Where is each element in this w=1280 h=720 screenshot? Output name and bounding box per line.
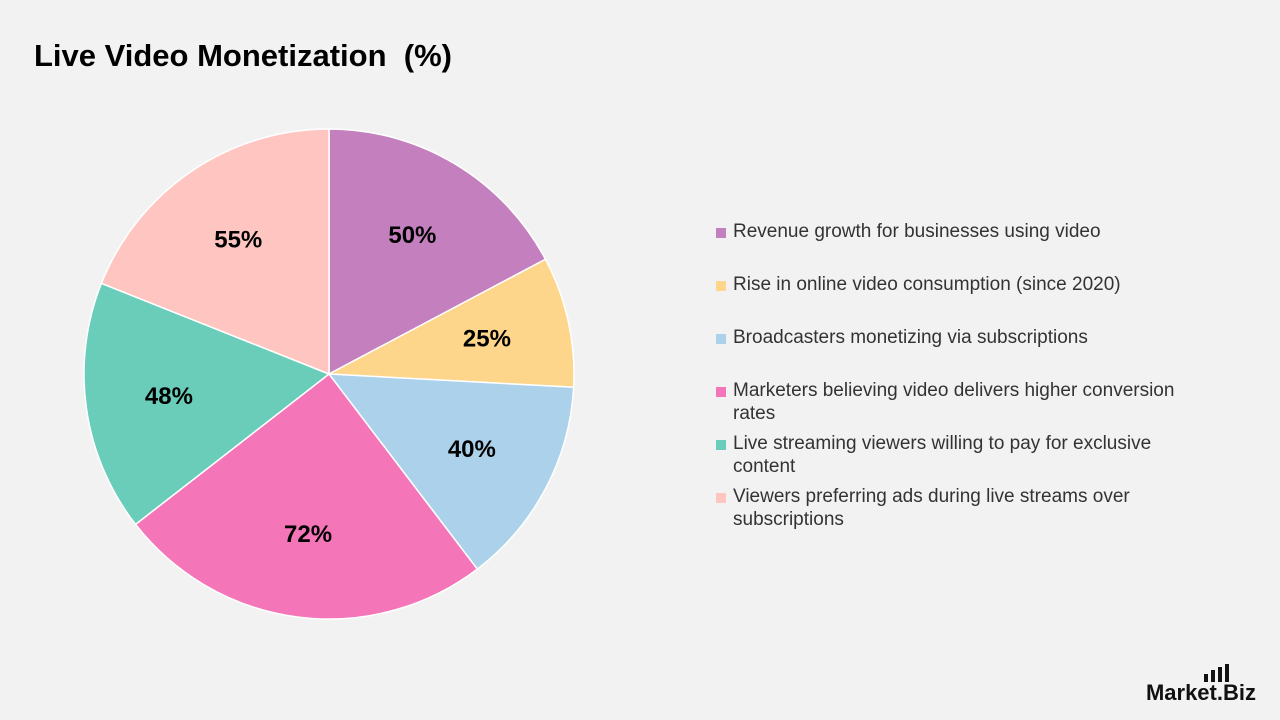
chart-legend: Revenue growth for businesses using vide… — [716, 220, 1196, 531]
legend-item-4: Marketers believing video delivers highe… — [716, 379, 1196, 425]
data-label-5: 48% — [145, 383, 193, 410]
data-label-2: 25% — [463, 326, 511, 353]
legend-label: Revenue growth for businesses using vide… — [733, 221, 1101, 242]
legend-item-5: Live streaming viewers willing to pay fo… — [716, 432, 1196, 478]
pie-slice-5 — [83, 282, 331, 526]
data-label-6: 55% — [214, 227, 262, 254]
pie-slice-4 — [134, 372, 479, 620]
legend-label: Marketers believing video delivers highe… — [733, 380, 1175, 424]
legend-swatch — [716, 440, 726, 450]
legend-swatch — [716, 281, 726, 291]
pie-slice-3 — [327, 373, 575, 571]
brand-logo: Market.Biz — [1145, 680, 1256, 705]
legend-swatch — [716, 334, 726, 344]
data-label-4: 72% — [284, 521, 332, 548]
legend-swatch — [716, 493, 726, 503]
logo-bars-icon — [1204, 664, 1229, 682]
pie-slice-2 — [326, 258, 575, 389]
legend-swatch — [716, 228, 726, 238]
legend-item-2: Rise in online video consumption (since … — [716, 273, 1196, 296]
legend-swatch — [716, 387, 726, 397]
pie-labels: 50% 25% 40% 72% 48% 55% — [145, 222, 511, 548]
data-label-3: 40% — [448, 436, 496, 463]
legend-label: Broadcasters monetizing via subscription… — [733, 327, 1088, 348]
legend-label: Live streaming viewers willing to pay fo… — [733, 433, 1152, 477]
legend-label: Viewers preferring ads during live strea… — [733, 486, 1130, 530]
legend-item-3: Broadcasters monetizing via subscription… — [716, 326, 1196, 349]
pie-slices — [83, 128, 575, 620]
data-label-1: 50% — [388, 222, 436, 249]
legend-item-6: Viewers preferring ads during live strea… — [716, 485, 1196, 531]
pie-slice-1 — [328, 128, 547, 376]
legend-label: Rise in online video consumption (since … — [733, 274, 1121, 295]
chart-title: Live Video Monetization (%) — [34, 38, 452, 73]
legend-item-1: Revenue growth for businesses using vide… — [716, 220, 1196, 243]
pie-slice-6 — [100, 128, 330, 376]
